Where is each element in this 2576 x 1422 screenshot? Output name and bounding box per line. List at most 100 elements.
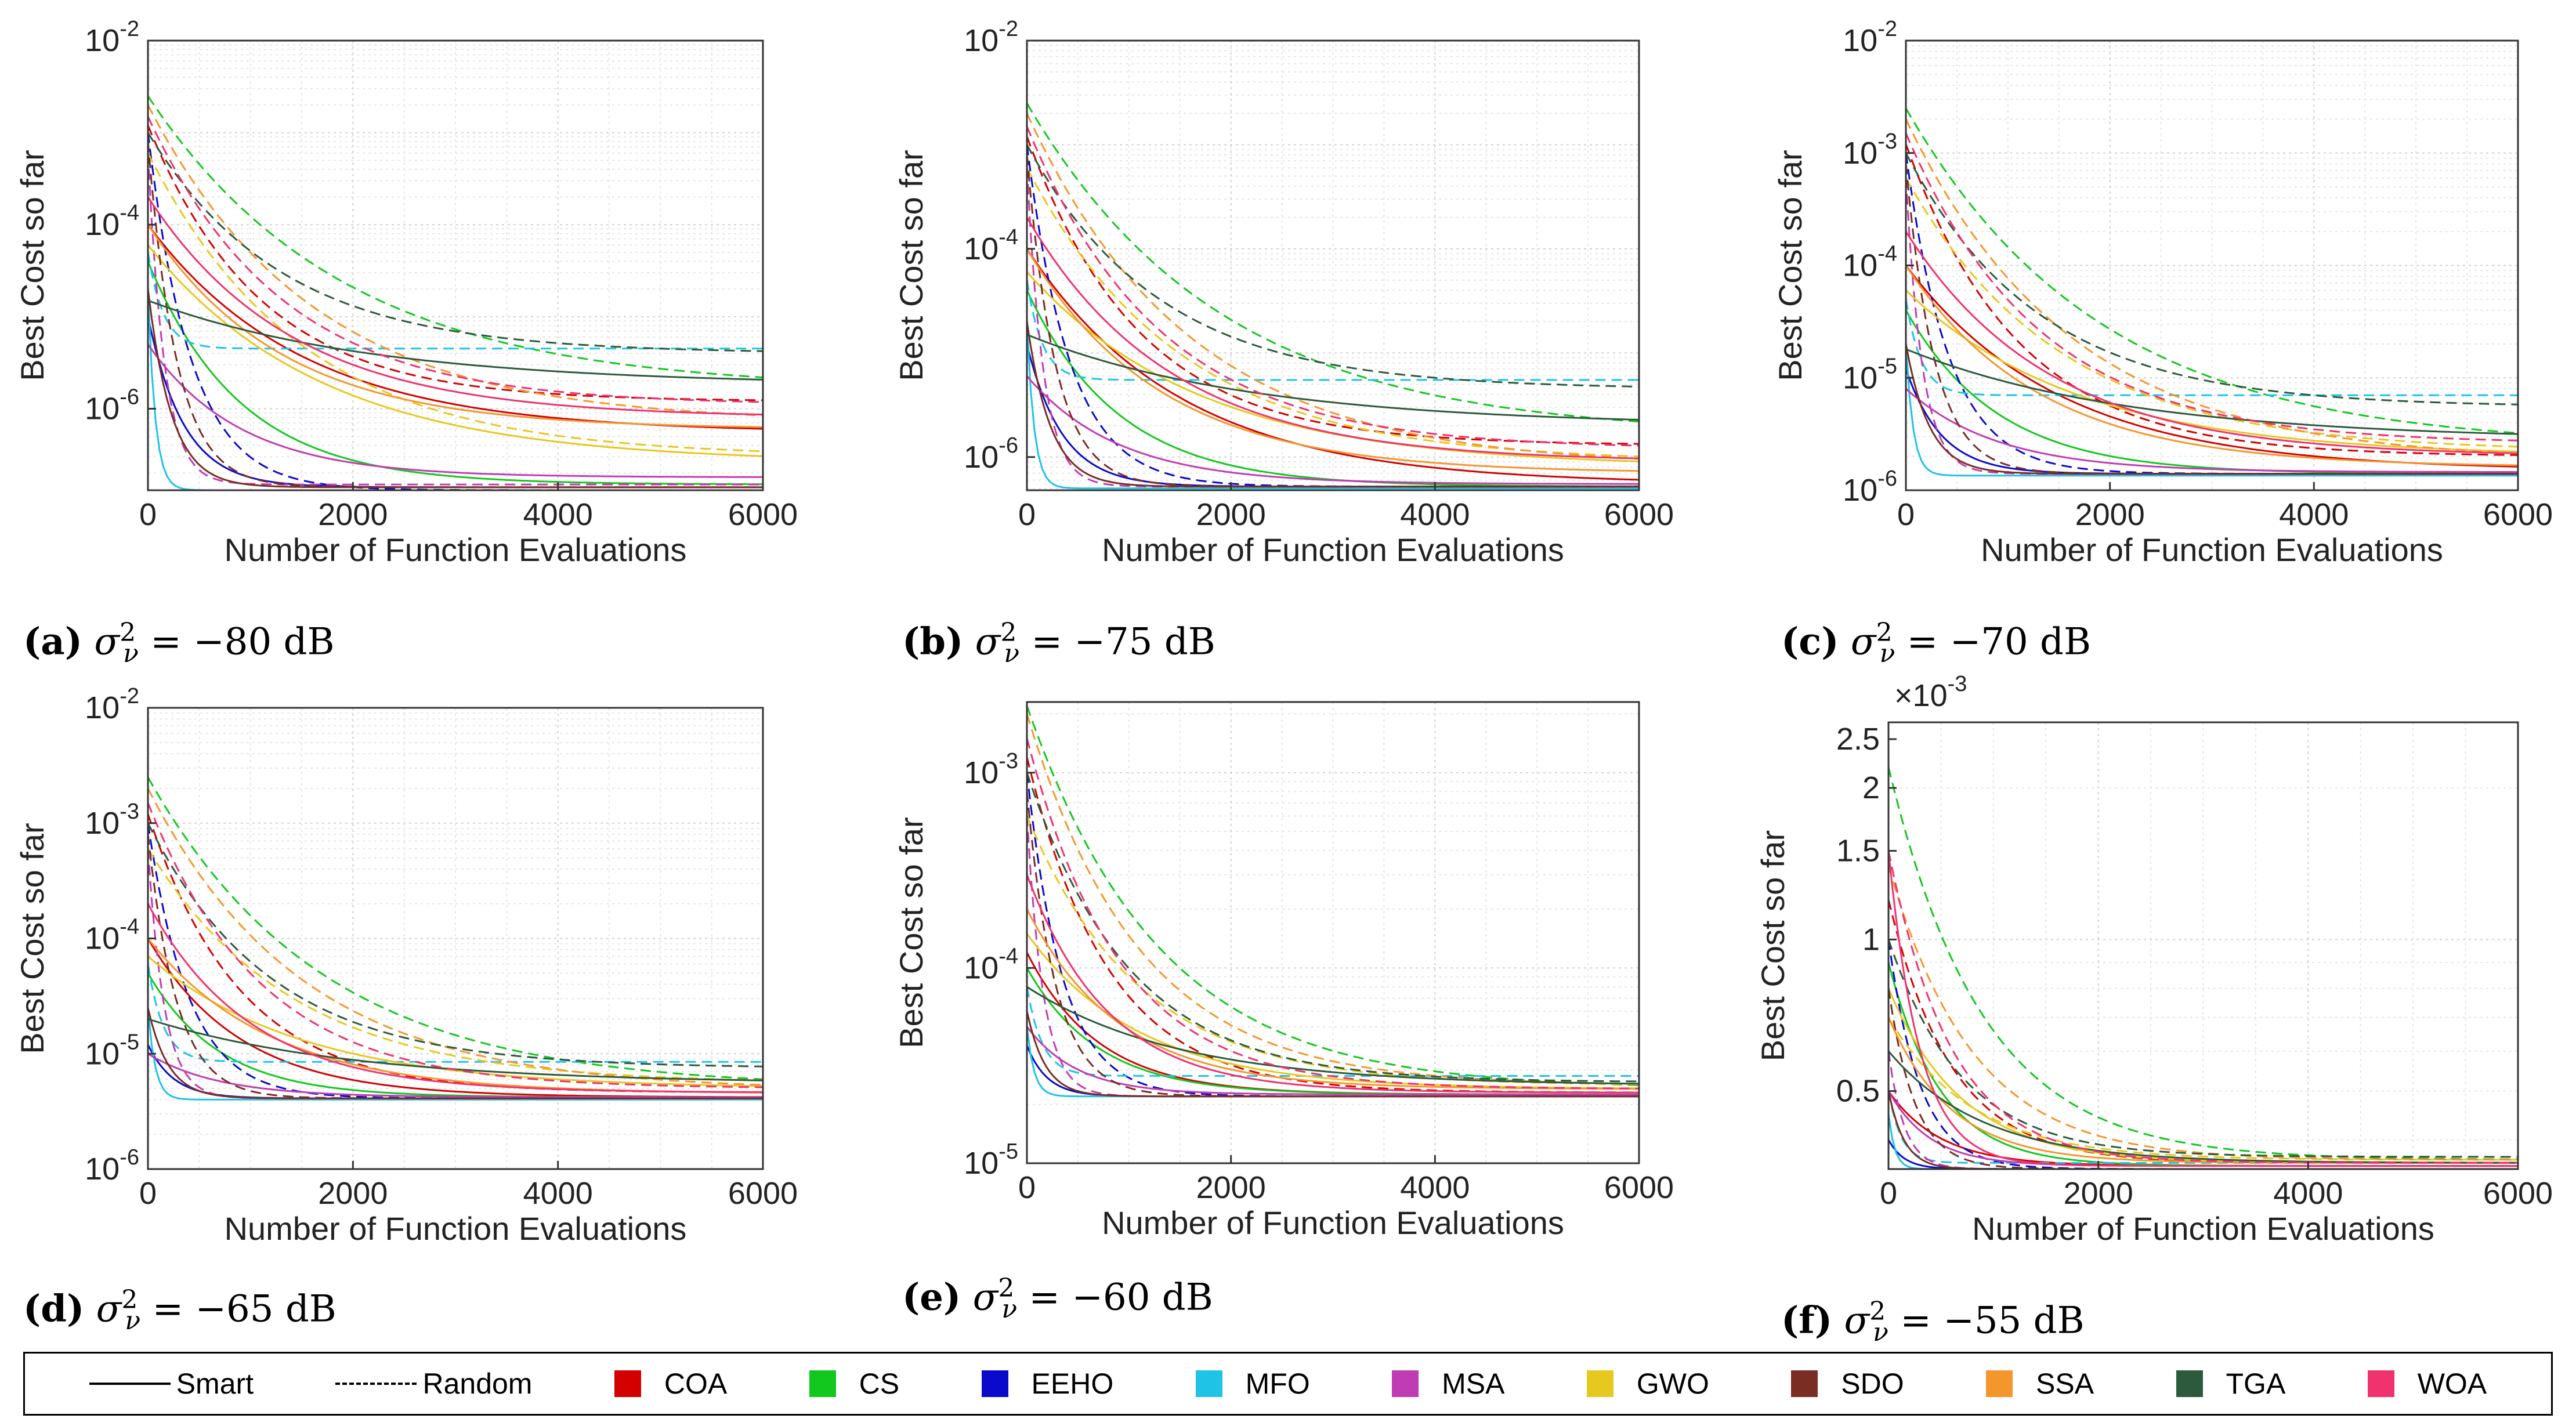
series-cs-random xyxy=(1026,103,1640,423)
series-woa-random xyxy=(1887,851,2518,1164)
legend-random-label: Random xyxy=(422,1367,533,1400)
series-ssa-smart xyxy=(147,224,764,428)
panel-b: 0 2000 4000 6000 10-2 10-4 10-6 Number of Funct… xyxy=(893,17,1674,568)
y-tick-label: 10-4 xyxy=(85,201,139,242)
series-coa-smart xyxy=(1026,248,1640,481)
series-ssa-random xyxy=(1905,118,2519,455)
series-tga-random xyxy=(1026,772,1640,1083)
y-tick-label: 2 xyxy=(1862,770,1880,805)
axes-box-e xyxy=(1026,701,1640,1164)
series-gwo-smart xyxy=(1026,933,1640,1090)
x-tick-label: 0 xyxy=(1897,497,1915,532)
panel-c: 0 2000 4000 6000 10-2 10-3 10-4 10-5 10-6 Number … xyxy=(1772,17,2553,568)
series-woa-smart xyxy=(1905,231,2519,454)
series-mfo-random xyxy=(1905,299,2518,396)
series-sdo-random xyxy=(147,141,763,489)
series-gwo-smart xyxy=(1905,290,2519,453)
x-tick-label: 4000 xyxy=(2273,1176,2343,1211)
series-msa-smart xyxy=(1026,1026,1639,1095)
series-tga-smart xyxy=(1026,334,1640,421)
series-woa-smart xyxy=(1887,851,2518,1167)
series-gwo-smart xyxy=(147,244,764,457)
y-tick-label: 10-3 xyxy=(1843,129,1897,171)
legend-label-msa: MSA xyxy=(1442,1367,1505,1400)
x-axis-label: Number of Function Evaluations xyxy=(1981,531,2443,568)
legend-item-tga: TGA xyxy=(2176,1367,2285,1401)
legend-swatch-cs xyxy=(809,1370,836,1397)
legend-label-mfo: MFO xyxy=(1245,1367,1310,1400)
series-woa-random xyxy=(147,116,764,403)
x-axis-label: Number of Function Evaluations xyxy=(225,1210,687,1247)
series-group-a xyxy=(147,95,764,491)
series-coa-random xyxy=(1026,757,1639,1094)
legend-swatch-coa xyxy=(614,1370,641,1397)
y-tick-label: 1 xyxy=(1862,922,1880,957)
y-multiplier: ×10-3 xyxy=(1894,672,1967,713)
caption-e: (e) σ2ν = −60 dB xyxy=(902,1273,1213,1325)
y-tick-label: 10-2 xyxy=(85,17,139,58)
y-tick-label: 10-2 xyxy=(1843,17,1897,58)
legend: Smart Random COA CS EEHO MFO MSA GWO SDO… xyxy=(23,1352,2553,1416)
series-gwo-random xyxy=(147,848,764,1081)
x-tick-label: 6000 xyxy=(728,497,798,532)
legend-swatch-woa xyxy=(2367,1370,2394,1397)
y-tick-label: 2.5 xyxy=(1836,722,1880,757)
legend-item-eeho: EEHO xyxy=(981,1367,1114,1401)
series-cs-smart xyxy=(1905,309,2518,475)
y-tick-label: 10-2 xyxy=(85,684,139,725)
x-tick-label: 4000 xyxy=(523,497,593,532)
series-woa-random xyxy=(1905,133,2519,442)
y-tick-label: 10-5 xyxy=(1843,354,1897,395)
axes-box-b xyxy=(1026,39,1640,491)
x-tick-label: 4000 xyxy=(523,1176,593,1211)
series-ssa-random xyxy=(1887,866,2518,1161)
y-axis-label: Best Cost so far xyxy=(1772,150,1808,381)
series-sdo-random xyxy=(1026,154,1639,488)
series-coa-random xyxy=(147,125,764,401)
series-cs-random xyxy=(147,776,764,1080)
y-tick-label: 10-4 xyxy=(85,915,139,956)
panel-f: 0 2000 4000 6000 2.5 2 1.5 1 0.5 ×10-3 Number of F… xyxy=(1754,672,2553,1247)
series-gwo-random xyxy=(147,153,764,453)
caption-a: (a) σ2ν = −80 dB xyxy=(23,618,335,669)
series-msa-random xyxy=(1887,1051,2518,1170)
y-axis-label: Best Cost so far xyxy=(893,150,929,381)
x-tick-label: 0 xyxy=(1018,1170,1036,1205)
series-ssa-random xyxy=(1026,113,1640,460)
grid-f xyxy=(1888,722,2519,1169)
y-axis-label: Best Cost so far xyxy=(1754,830,1791,1061)
series-sdo-random xyxy=(147,834,763,1099)
legend-label-woa: WOA xyxy=(2417,1367,2487,1400)
x-tick-label: 0 xyxy=(139,1176,157,1211)
series-group-b xyxy=(1026,103,1640,490)
legend-swatch-tga xyxy=(2176,1370,2203,1397)
x-tick-label: 6000 xyxy=(728,1176,798,1211)
grid-a xyxy=(147,40,764,490)
series-woa-random xyxy=(1026,126,1640,447)
legend-label-eeho: EEHO xyxy=(1031,1367,1114,1400)
y-tick-label: 10-5 xyxy=(964,1139,1018,1181)
y-axis-label: Best Cost so far xyxy=(14,150,50,381)
y-tick-label: 10-4 xyxy=(964,944,1018,985)
y-tick-label: 10-6 xyxy=(964,433,1018,475)
caption-c: (c) σ2ν = −70 dB xyxy=(1781,618,2092,669)
x-tick-label: 4000 xyxy=(2279,497,2349,532)
legend-item-woa: WOA xyxy=(2367,1367,2487,1401)
series-sdo-smart xyxy=(1026,321,1639,488)
x-tick-label: 6000 xyxy=(2483,1176,2553,1211)
legend-item-gwo: GWO xyxy=(1586,1367,1709,1401)
legend-item-coa: COA xyxy=(614,1367,727,1401)
caption-d: (d) σ2ν = −65 dB xyxy=(23,1285,337,1336)
panel-a: 0 2000 4000 6000 10-2 10-4 10-6 Number of Funct… xyxy=(14,17,798,568)
legend-item-cs: CS xyxy=(809,1367,899,1401)
series-cs-random xyxy=(1905,107,2519,434)
y-tick-label: 10-6 xyxy=(85,385,139,426)
legend-item-msa: MSA xyxy=(1392,1367,1504,1401)
y-axis-label: Best Cost so far xyxy=(14,823,50,1054)
x-tick-label: 6000 xyxy=(2483,497,2553,532)
legend-label-gwo: GWO xyxy=(1636,1367,1709,1400)
series-group-e xyxy=(1026,705,1640,1098)
legend-item-ssa: SSA xyxy=(1986,1367,2094,1401)
axes-box-f xyxy=(1887,721,2519,1170)
